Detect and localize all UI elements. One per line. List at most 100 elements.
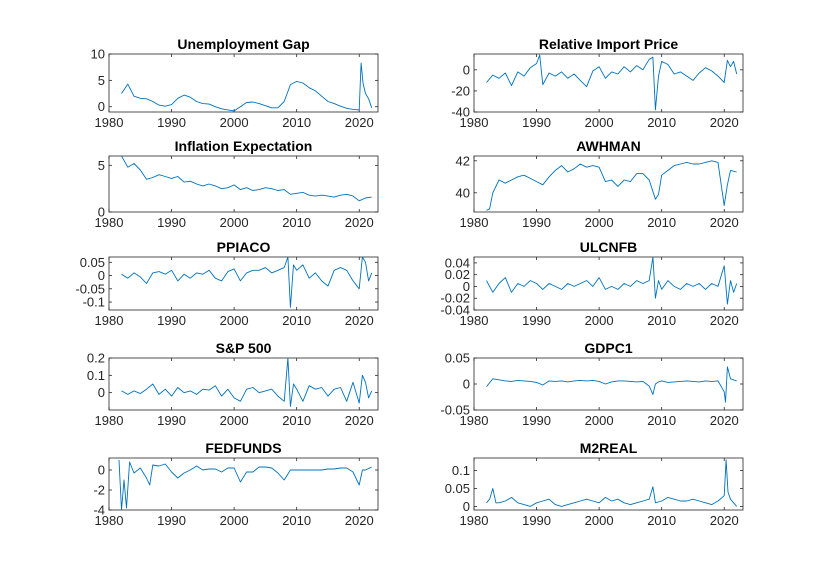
x-tick-label: 1990: [522, 115, 551, 130]
x-tick-label: 2010: [647, 215, 676, 230]
y-tick-label: 0.1: [87, 368, 105, 383]
x-tick-label: 2000: [220, 115, 249, 130]
chart-title-sandp-500: S&P 500: [216, 340, 272, 356]
x-tick-label: 2020: [710, 215, 739, 230]
x-tick-label: 2010: [647, 513, 676, 528]
chart-title-fedfunds: FEDFUNDS: [205, 440, 281, 456]
x-tick-label: 2010: [282, 215, 311, 230]
chart-title-m2real: M2REAL: [580, 440, 638, 456]
x-tick-label: 2020: [345, 413, 374, 428]
panel-relative-import-price: Relative Import Price 1980 1990 2000 2010 202…: [451, 36, 743, 130]
x-tick-label: 2010: [647, 313, 676, 328]
y-tick-label: 0: [463, 499, 470, 514]
y-tick-label: -40: [451, 105, 470, 120]
x-tick-label: 2020: [345, 215, 374, 230]
x-tick-label: 1990: [157, 115, 186, 130]
panel-fedfunds: FEDFUNDS 1980 1990 2000 2010 2020 -4 -2 0: [93, 440, 378, 528]
axes-box-unemployment-gap: [109, 54, 378, 112]
x-tick-label: 2010: [282, 115, 311, 130]
x-tick-label: 2000: [585, 215, 614, 230]
chart-title-ppiaco: PPIACO: [217, 239, 271, 255]
x-tick-label: 1990: [522, 513, 551, 528]
x-tick-label: 2010: [647, 115, 676, 130]
y-tick-label: 0.1: [452, 463, 470, 478]
x-tick-label: 1980: [95, 313, 124, 328]
y-tick-label: 0: [463, 377, 470, 392]
x-tick-label: 2000: [585, 413, 614, 428]
y-tick-label: -0.05: [440, 403, 470, 418]
x-tick-label: 2000: [585, 115, 614, 130]
panel-m2real: M2REAL 1980 1990 2000 2010 2020 0 0.05 0.1: [445, 440, 743, 528]
axes-box-ppiaco: [109, 257, 378, 310]
chart-title-unemployment-gap: Unemployment Gap: [177, 36, 309, 52]
axes-box-sandp-500: [109, 358, 378, 410]
y-tick-label: 42: [456, 153, 470, 168]
panel-sandp-500: S&P 500 1980 1990 2000 2010 2020 0 0.1 0.2: [87, 340, 378, 428]
y-tick-label: -4: [93, 503, 105, 518]
y-tick-label: 5: [98, 73, 105, 88]
y-tick-label: 0.05: [445, 351, 470, 366]
x-tick-label: 2000: [585, 513, 614, 528]
axes-box-gdpc1: [474, 358, 743, 410]
axes-box-inflation-expectation: [109, 156, 378, 212]
x-tick-label: 1990: [157, 215, 186, 230]
y-tick-label: 10: [91, 47, 105, 62]
chart-title-awhman: AWHMAN: [576, 138, 641, 154]
panel-gdpc1: GDPC1 1980 1990 2000 2010 2020 -0.05 0 0.05: [440, 340, 743, 428]
y-tick-label: 0: [98, 463, 105, 478]
y-tick-label: 0: [463, 62, 470, 77]
x-tick-label: 2020: [345, 115, 374, 130]
panel-awhman: AWHMAN 1980 1990 2000 2010 2020 40 42: [456, 138, 743, 230]
x-tick-label: 2020: [710, 413, 739, 428]
panel-inflation-expectation: Inflation Expectation1980 1990 2000 2010 202…: [95, 138, 378, 230]
x-tick-label: 2020: [345, 313, 374, 328]
x-tick-label: 1980: [460, 513, 489, 528]
x-tick-label: 2010: [282, 413, 311, 428]
x-tick-label: 2020: [710, 313, 739, 328]
x-tick-label: 2000: [220, 313, 249, 328]
x-tick-label: 1980: [95, 115, 124, 130]
x-tick-label: 1980: [460, 215, 489, 230]
x-tick-label: 2020: [710, 115, 739, 130]
x-tick-label: 1990: [522, 215, 551, 230]
x-tick-label: 1990: [157, 413, 186, 428]
chart-title-gdpc1: GDPC1: [584, 340, 632, 356]
x-tick-label: 1990: [157, 313, 186, 328]
panel-unemployment-gap: Unemployment Gap 1980 1990 2000 2010 2020 0 5 10: [91, 36, 378, 130]
y-tick-label: 0: [98, 385, 105, 400]
x-tick-label: 2010: [282, 313, 311, 328]
y-tick-label: 0: [98, 99, 105, 114]
y-tick-label: 5: [98, 158, 105, 173]
x-tick-label: 2020: [710, 513, 739, 528]
chart-title-inflation-expectation: Inflation Expectation: [175, 138, 313, 154]
y-tick-label: 0: [98, 205, 105, 220]
y-tick-label: 0.04: [445, 255, 470, 270]
x-tick-label: 2010: [647, 413, 676, 428]
panel-ppiaco: PPIACO 1980 1990 2000 2010 2020 -0.1-0.0500.05: [75, 239, 378, 328]
x-tick-label: 1990: [157, 513, 186, 528]
x-tick-label: 2010: [282, 513, 311, 528]
chart-title-relative-import-price: Relative Import Price: [539, 36, 678, 52]
y-tick-label: -2: [93, 483, 105, 498]
axes-box-ulcnfb: [474, 257, 743, 310]
y-tick-label: 40: [456, 185, 470, 200]
x-tick-label: 2000: [585, 313, 614, 328]
x-tick-label: 2000: [220, 215, 249, 230]
x-tick-label: 2000: [220, 413, 249, 428]
chart-title-ulcnfb: ULCNFB: [580, 239, 638, 255]
y-tick-label: 0.05: [445, 481, 470, 496]
figure-canvas: Unemployment Gap 1980 1990 2000 2010 2020 0 5 10…: [0, 0, 830, 581]
axes-box-relative-import-price: [474, 54, 743, 112]
x-tick-label: 2000: [220, 513, 249, 528]
y-tick-label: 0.2: [87, 351, 105, 366]
y-tick-label: -20: [451, 83, 470, 98]
x-tick-label: 2020: [345, 513, 374, 528]
axes-box-awhman: [474, 156, 743, 212]
y-tick-label: -0.1: [83, 295, 105, 310]
x-tick-label: 1990: [522, 413, 551, 428]
y-tick-label: -0.05: [75, 281, 105, 296]
y-tick-label: 0: [98, 268, 105, 283]
x-tick-label: 1990: [522, 313, 551, 328]
y-tick-label: 0.05: [80, 255, 105, 270]
